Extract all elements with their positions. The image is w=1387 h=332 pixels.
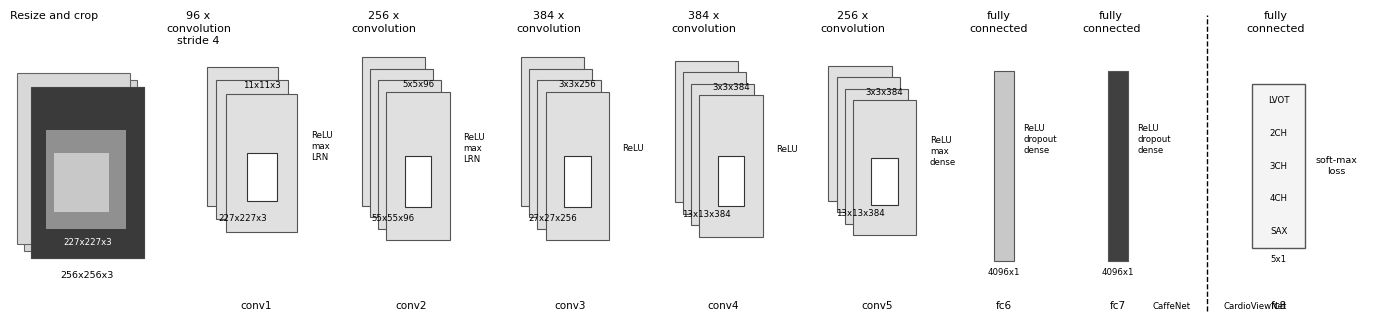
Bar [871,158,897,206]
Text: fully
connected: fully connected [1082,11,1140,34]
Text: conv3: conv3 [553,301,585,311]
Bar [226,94,297,232]
Text: 11x11x3: 11x11x3 [243,81,280,90]
Bar [24,80,137,251]
Bar [1252,84,1305,248]
Text: 384 x
convolution: 384 x convolution [671,11,736,34]
Text: 4096x1: 4096x1 [1101,268,1135,277]
Bar [379,80,441,228]
Bar [522,57,584,206]
Bar [370,69,433,217]
Bar [994,70,1014,262]
Text: ReLU
max
dense: ReLU max dense [929,136,956,167]
Text: fc8: fc8 [1270,301,1287,311]
Bar [674,61,738,202]
Bar [717,156,745,206]
Text: 227x227x3: 227x227x3 [62,238,112,247]
Text: 13x13x384: 13x13x384 [682,210,731,219]
Text: LVOT: LVOT [1268,96,1290,105]
Bar [836,77,900,212]
Bar [853,100,917,235]
Text: ReLU
dropout
dense: ReLU dropout dense [1024,124,1057,155]
Text: 256 x
convolution: 256 x convolution [351,11,416,34]
Text: 3CH: 3CH [1269,161,1287,171]
Text: ReLU: ReLU [777,144,798,153]
Text: conv5: conv5 [861,301,893,311]
Bar [699,95,763,237]
Bar [682,72,746,214]
Bar [387,92,449,240]
Text: conv1: conv1 [240,301,272,311]
Bar [31,87,144,258]
Text: CardioViewNet: CardioViewNet [1223,302,1287,311]
Bar [54,153,110,212]
Text: fully
connected: fully connected [970,11,1028,34]
Text: conv2: conv2 [395,301,426,311]
Bar [247,153,276,202]
Bar [691,84,755,225]
Text: ReLU
max
LRN: ReLU max LRN [463,132,485,164]
Text: 3x3x384: 3x3x384 [865,88,903,97]
Bar [845,89,908,224]
Bar [362,57,424,206]
Text: 256x256x3: 256x256x3 [61,271,114,280]
Text: fc6: fc6 [996,301,1013,311]
Bar [31,87,144,258]
Text: 13x13x384: 13x13x384 [835,209,885,218]
Text: Resize and crop: Resize and crop [10,11,98,21]
Bar [216,80,287,219]
Text: 5x5x96: 5x5x96 [402,80,434,89]
Text: 227x227x3: 227x227x3 [218,214,266,223]
Text: 384 x
convolution: 384 x convolution [516,11,581,34]
Bar [538,80,601,228]
Bar [545,92,609,240]
Text: fully
connected: fully connected [1247,11,1305,34]
Text: SAX: SAX [1270,227,1287,236]
Bar [405,156,431,208]
Text: ReLU
max
LRN: ReLU max LRN [311,130,333,162]
Text: CaffeNet: CaffeNet [1153,302,1190,311]
Bar [17,72,130,244]
Bar [565,156,591,208]
Bar [530,69,592,217]
Text: soft-max
loss: soft-max loss [1316,156,1358,176]
Text: 2CH: 2CH [1269,128,1287,137]
Text: 256 x
convolution: 256 x convolution [821,11,886,34]
Text: ReLU: ReLU [623,144,645,153]
Bar [207,67,277,206]
Text: 4CH: 4CH [1269,195,1287,204]
Bar [1108,70,1128,262]
Bar [828,66,892,201]
Text: 96 x
convolution
stride 4: 96 x convolution stride 4 [166,11,232,46]
Text: 5x1: 5x1 [1270,255,1287,264]
Text: ReLU
dropout
dense: ReLU dropout dense [1137,124,1171,155]
Text: 4096x1: 4096x1 [988,268,1021,277]
Text: 3x3x256: 3x3x256 [559,80,596,89]
Text: 55x55x96: 55x55x96 [372,214,415,223]
Text: 3x3x384: 3x3x384 [712,83,750,92]
Bar [46,130,126,228]
Text: conv4: conv4 [707,301,739,311]
Text: 27x27x256: 27x27x256 [528,214,577,223]
Text: fc7: fc7 [1110,301,1126,311]
